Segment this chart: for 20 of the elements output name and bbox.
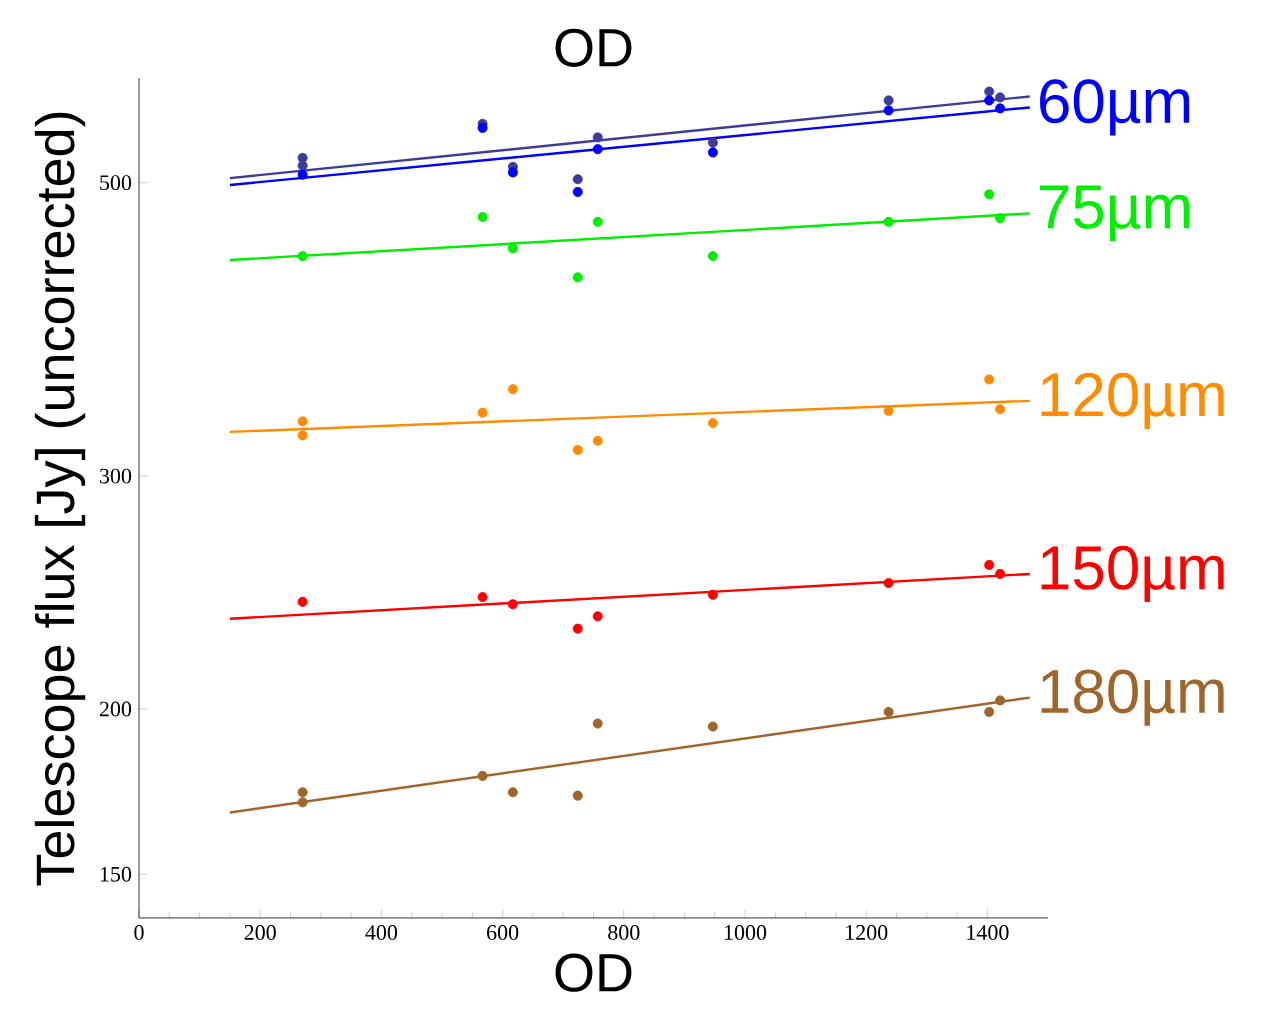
y-tick-label: 300: [100, 468, 132, 484]
y-axis-title: Telescope flux [Jy] (uncorrected): [34, 112, 86, 886]
y-tick-label: 500: [100, 175, 132, 191]
series-label: 150µm: [1041, 545, 1224, 603]
chart-title: OD: [555, 28, 632, 67]
x-tick-label: 1000: [724, 925, 767, 940]
x-tick-label: 1400: [967, 925, 1009, 940]
x-tick-label: 800: [608, 925, 640, 940]
x-tick-label: 200: [244, 925, 276, 940]
x-tick-label: 400: [365, 925, 398, 940]
series-label: 120µm: [1041, 372, 1224, 429]
x-axis-title: OD: [555, 953, 632, 992]
y-tick-label: 200: [99, 701, 132, 717]
x-tick-label: 1200: [846, 925, 888, 940]
series-label: 75µm: [1040, 185, 1190, 242]
series-label: 60µm: [1040, 79, 1190, 136]
y-tick-label: 150: [100, 866, 132, 882]
x-tick-label: 0: [134, 925, 144, 940]
x-tick-label: 600: [487, 925, 519, 940]
series-label: 180µm: [1041, 669, 1224, 726]
